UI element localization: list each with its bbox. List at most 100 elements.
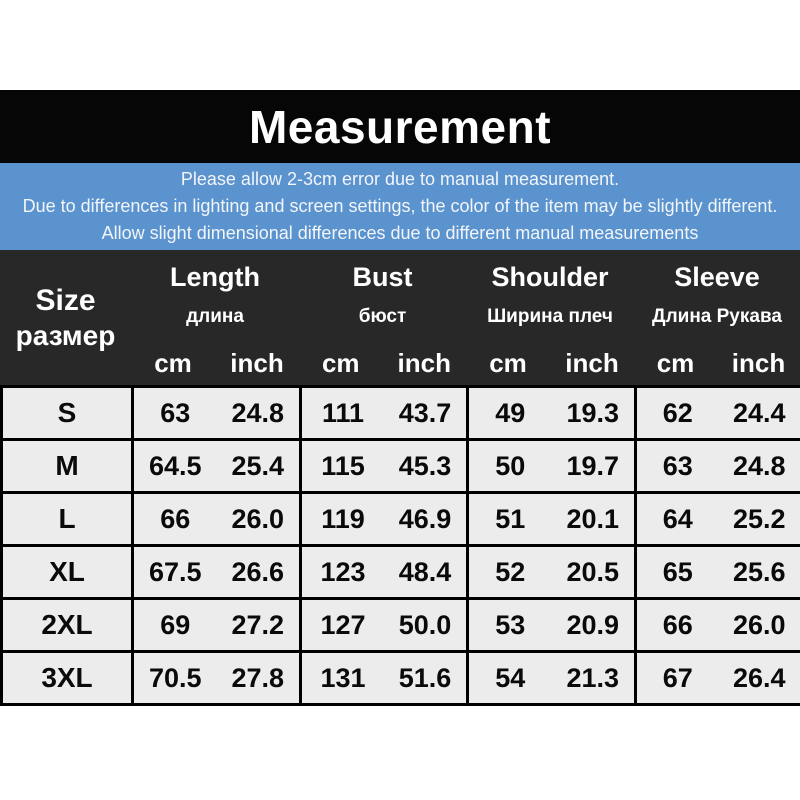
length-cell: 69 27.2	[131, 600, 299, 653]
notice-line-3: Allow slight dimensional differences due…	[101, 223, 699, 243]
header-shoulder-en: Shoulder	[491, 262, 609, 292]
header-size-en: Size	[35, 283, 96, 317]
shoulder-cm-value: 51	[495, 503, 526, 534]
length-inch-value: 26.0	[231, 503, 285, 534]
length-inch-value: 25.4	[231, 450, 285, 481]
sleeve-inch-value: 26.0	[732, 609, 786, 640]
sleeve-inch-value: 24.8	[732, 450, 786, 481]
bust-cell: 111 43.7	[299, 388, 466, 441]
bust-inch-value: 48.4	[398, 556, 452, 587]
sleeve-cell: 62 24.4	[634, 388, 800, 441]
sleeve-inch-value: 25.6	[732, 556, 786, 587]
size-cell: L	[0, 494, 131, 547]
length-cm-value: 66	[160, 503, 191, 534]
sleeve-cm-value: 63	[662, 450, 693, 481]
unit-cm-label: cm	[321, 348, 360, 378]
bust-cell: 119 46.9	[299, 494, 466, 547]
unit-inch-label: inch	[731, 348, 786, 378]
sleeve-cm-value: 67	[662, 662, 693, 693]
unit-cm-label: cm	[489, 348, 527, 378]
bust-cm-value: 115	[321, 450, 365, 481]
unit-inch-label: inch	[397, 348, 451, 378]
bust-inch-value: 46.9	[398, 503, 452, 534]
unit-inch-label: inch	[565, 348, 619, 378]
shoulder-cm-value: 50	[495, 450, 526, 481]
length-cell: 66 26.0	[131, 494, 299, 547]
table-row-2xl: 2XL 69 27.2 127 50.0 53 20.9 66 26.0	[0, 600, 800, 653]
bust-inch-value: 45.3	[398, 450, 452, 481]
header-bust-en: Bust	[352, 262, 413, 292]
header-length: Length длина cm inch	[131, 250, 299, 385]
sleeve-cell: 67 26.4	[634, 653, 800, 706]
sleeve-inch-value: 26.4	[732, 662, 786, 693]
notice-band: Please allow 2-3cm error due to manual m…	[0, 163, 800, 250]
bust-inch-value: 51.6	[398, 662, 452, 693]
table-row-s: S 63 24.8 111 43.7 49 19.3 62 24.4	[0, 388, 800, 441]
unit-cm-label: cm	[656, 348, 695, 378]
length-cell: 64.5 25.4	[131, 441, 299, 494]
length-inch-value: 24.8	[231, 397, 285, 428]
shoulder-cm-value: 53	[495, 609, 526, 640]
bust-cell: 115 45.3	[299, 441, 466, 494]
bust-cm-value: 111	[321, 397, 365, 428]
bust-cm-value: 131	[320, 662, 366, 693]
size-cell: M	[0, 441, 131, 494]
header-shoulder-units: cm inch	[466, 349, 634, 377]
header-length-ru: длина	[186, 306, 244, 327]
length-inch-value: 26.6	[231, 556, 285, 587]
length-cell: 70.5 27.8	[131, 653, 299, 706]
header-size: Size размер	[0, 250, 131, 385]
bust-cell: 131 51.6	[299, 653, 466, 706]
header-bust-ru: бюст	[358, 306, 407, 327]
sleeve-inch-value: 24.4	[732, 397, 786, 428]
shoulder-inch-value: 19.7	[566, 450, 620, 481]
header-shoulder: Shoulder Ширина плеч cm inch	[466, 250, 634, 385]
length-cm-value: 64.5	[148, 450, 202, 481]
shoulder-inch-value: 19.3	[566, 397, 620, 428]
notice-line-2: Due to differences in lighting and scree…	[22, 196, 778, 216]
length-cell: 63 24.8	[131, 388, 299, 441]
sleeve-cell: 65 25.6	[634, 547, 800, 600]
size-cell: XL	[0, 547, 131, 600]
bust-cm-value: 127	[320, 609, 366, 640]
shoulder-cell: 54 21.3	[466, 653, 634, 706]
header-length-en: Length	[170, 262, 260, 292]
shoulder-cm-value: 49	[495, 397, 526, 428]
bottom-margin	[0, 706, 800, 800]
length-inch-value: 27.8	[231, 662, 285, 693]
length-cell: 67.5 26.6	[131, 547, 299, 600]
bust-cm-value: 119	[321, 503, 365, 534]
header-sleeve-ru: Длина Рукава	[652, 306, 782, 327]
table-row-3xl: 3XL 70.5 27.8 131 51.6 54 21.3 67 26.4	[0, 653, 800, 706]
header-length-units: cm inch	[131, 349, 299, 377]
header-sleeve-units: cm inch	[634, 349, 800, 377]
header-bust-units: cm inch	[299, 349, 466, 377]
header-sleeve: Sleeve Длина Рукава cm inch	[634, 250, 800, 385]
shoulder-inch-value: 20.1	[566, 503, 620, 534]
table-row-l: L 66 26.0 119 46.9 51 20.1 64 25.2	[0, 494, 800, 547]
unit-cm-label: cm	[154, 348, 192, 378]
shoulder-cm-value: 52	[495, 556, 526, 587]
header-bust: Bust бюст cm inch	[299, 250, 466, 385]
shoulder-cell: 52 20.5	[466, 547, 634, 600]
sleeve-cell: 66 26.0	[634, 600, 800, 653]
shoulder-cell: 49 19.3	[466, 388, 634, 441]
table-header: Size размер Length длина cm inch Bust бю…	[0, 250, 800, 385]
table-row-m: M 64.5 25.4 115 45.3 50 19.7 63 24.8	[0, 441, 800, 494]
bust-inch-value: 50.0	[398, 609, 452, 640]
header-size-ru: размер	[15, 319, 116, 351]
sleeve-cell: 64 25.2	[634, 494, 800, 547]
shoulder-inch-value: 20.9	[566, 609, 620, 640]
shoulder-inch-value: 21.3	[566, 662, 620, 693]
shoulder-inch-value: 20.5	[566, 556, 620, 587]
bust-cell: 127 50.0	[299, 600, 466, 653]
shoulder-cell: 51 20.1	[466, 494, 634, 547]
notice-line-1: Please allow 2-3cm error due to manual m…	[180, 169, 620, 189]
sleeve-cell: 63 24.8	[634, 441, 800, 494]
measurement-table: Size размер Length длина cm inch Bust бю…	[0, 250, 800, 706]
top-margin	[0, 0, 800, 90]
header-sleeve-en: Sleeve	[674, 262, 760, 292]
length-inch-value: 27.2	[231, 609, 285, 640]
sleeve-cm-value: 62	[662, 397, 693, 428]
